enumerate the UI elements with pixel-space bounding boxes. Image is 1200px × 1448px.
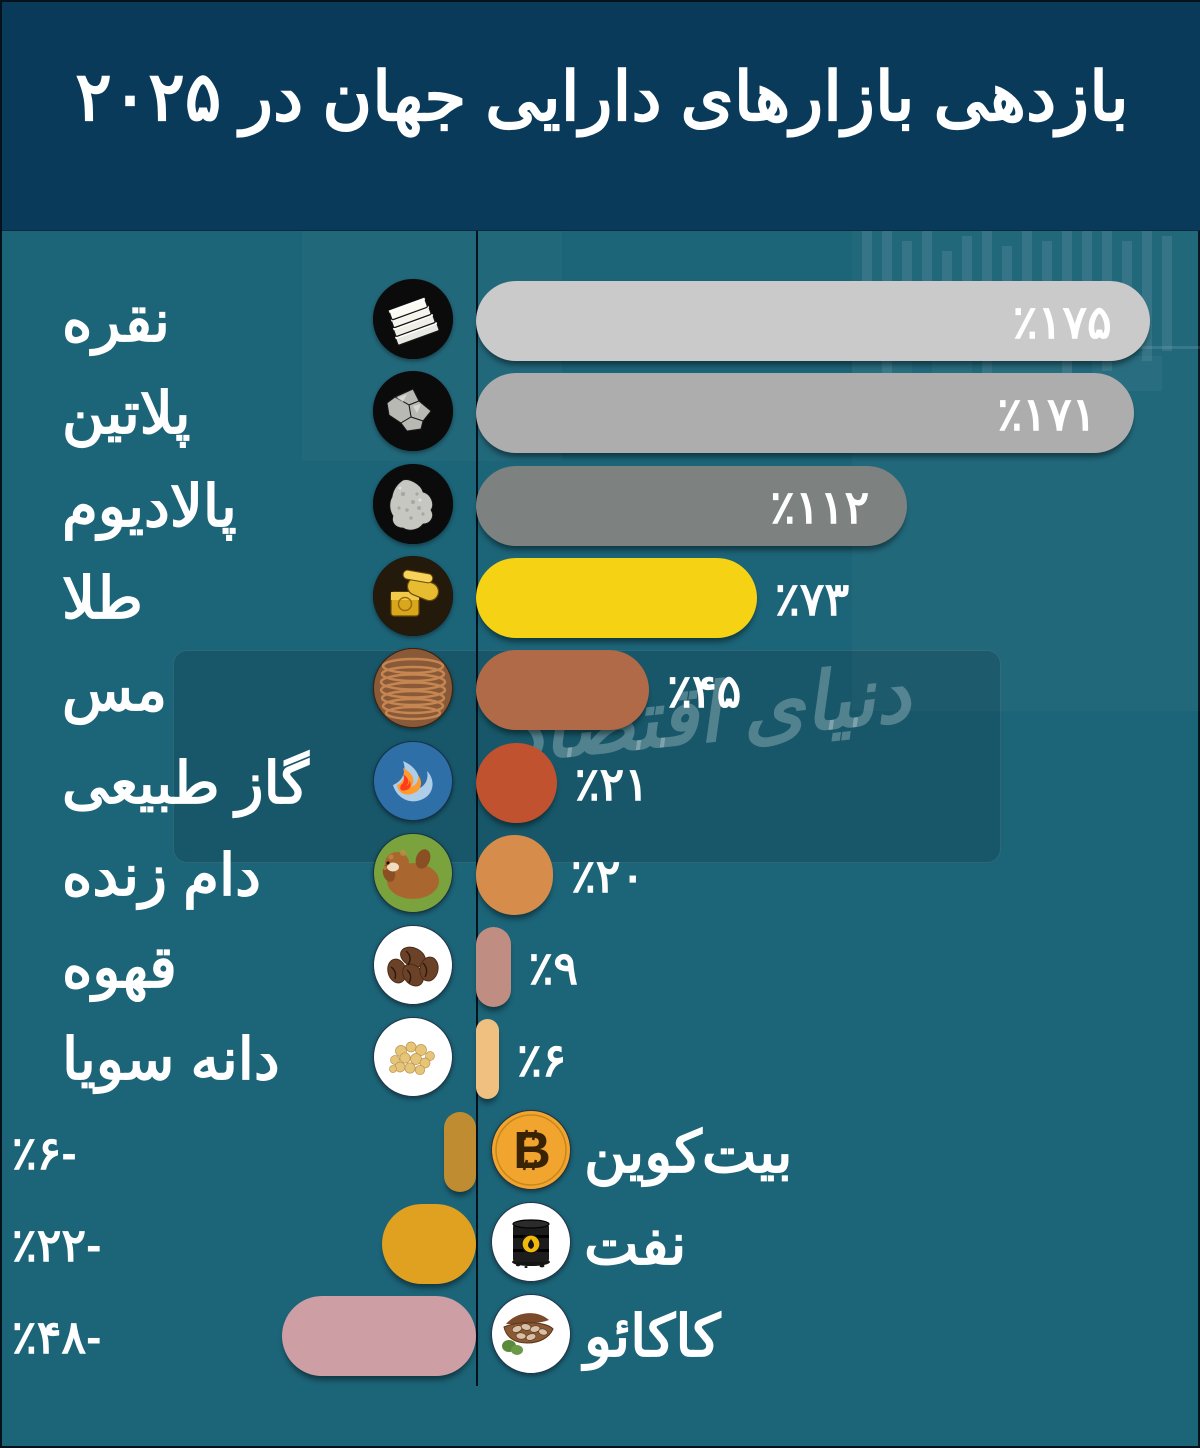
svg-text:B: B bbox=[513, 1122, 551, 1180]
